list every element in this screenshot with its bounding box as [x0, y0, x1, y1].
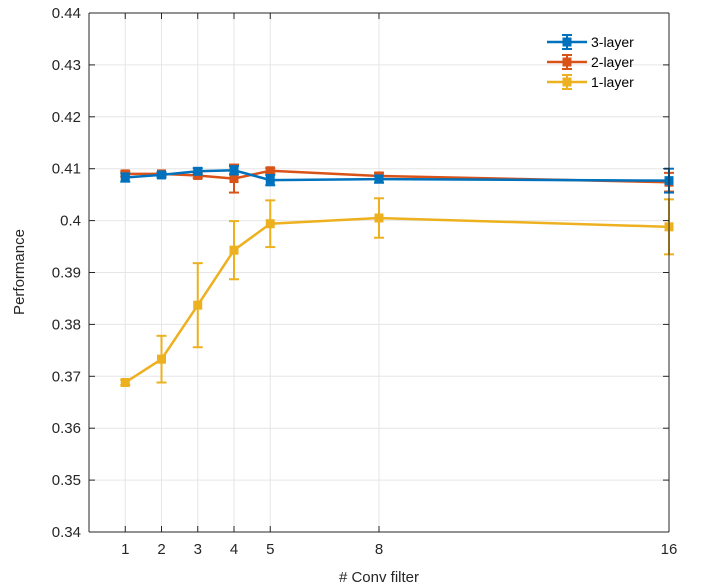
legend-entry-1-layer: 1-layer	[547, 74, 634, 90]
legend: 3-layer 2-layer 1-layer	[547, 34, 634, 90]
y-tick-label: 0.41	[52, 161, 81, 178]
legend-entry-2-layer: 2-layer	[547, 54, 634, 70]
tick-labels: 1 2 3 4 5 8 16 0.34 0.35 0.36 0.37 0.38 0.39 0.4 0.41 0…	[52, 5, 678, 558]
y-tick-label: 0.4	[60, 213, 81, 230]
legend-entry-3-layer: 3-layer	[547, 34, 634, 50]
data-point-marker	[193, 166, 203, 176]
y-tick-label: 0.38	[52, 316, 81, 333]
x-tick-label: 5	[266, 541, 274, 558]
data-point-marker	[229, 165, 239, 175]
data-point-marker	[120, 173, 130, 183]
legend-marker	[562, 57, 572, 67]
series-3-layer	[120, 165, 674, 194]
x-tick-label: 4	[230, 541, 238, 558]
y-tick-label: 0.43	[52, 57, 81, 74]
data-point-marker	[229, 174, 239, 184]
data-point-marker	[374, 213, 384, 223]
data-point-marker	[374, 174, 384, 184]
x-tick-label: 16	[661, 541, 678, 558]
data-point-marker	[120, 378, 130, 388]
x-tick-label: 8	[375, 541, 383, 558]
y-tick-label: 0.42	[52, 109, 81, 126]
data-point-marker	[265, 175, 275, 185]
legend-label: 3-layer	[591, 34, 634, 50]
data-point-marker	[157, 170, 166, 180]
y-tick-label: 0.34	[52, 524, 81, 541]
y-tick-label: 0.35	[52, 472, 81, 489]
y-tick-label: 0.44	[52, 5, 81, 22]
data-point-marker	[229, 245, 239, 255]
y-tick-label: 0.36	[52, 420, 81, 437]
legend-label: 2-layer	[591, 54, 634, 70]
legend-label: 1-layer	[591, 74, 634, 90]
y-axis-label: Performance	[11, 229, 28, 315]
x-tick-label: 1	[121, 541, 129, 558]
legend-marker	[562, 37, 572, 47]
y-tick-label: 0.37	[52, 368, 81, 385]
x-tick-label: 3	[194, 541, 202, 558]
data-point-marker	[265, 219, 275, 229]
y-tick-label: 0.39	[52, 265, 81, 282]
data-point-marker	[157, 354, 166, 364]
x-tick-label: 2	[157, 541, 165, 558]
axes	[88, 12, 670, 533]
data-point-marker	[265, 166, 275, 176]
data-point-marker	[193, 300, 203, 310]
legend-marker	[562, 77, 572, 87]
x-axis-label: # Conv filter	[339, 569, 419, 586]
series-group	[120, 163, 674, 388]
